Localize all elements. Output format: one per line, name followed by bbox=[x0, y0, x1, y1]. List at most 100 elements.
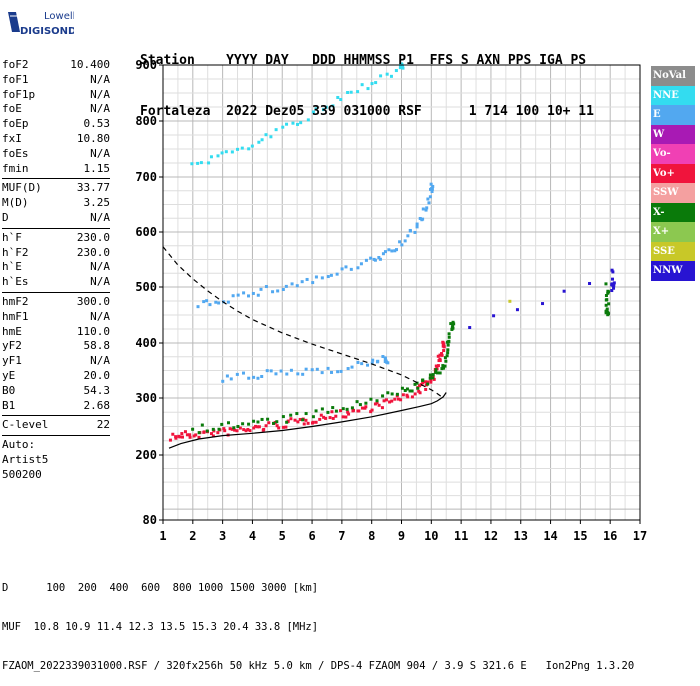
x-tick-label: 13 bbox=[514, 529, 528, 543]
data-point bbox=[378, 257, 382, 261]
data-point bbox=[388, 400, 392, 404]
data-point bbox=[431, 373, 435, 377]
param-name: yE bbox=[2, 368, 16, 382]
data-point bbox=[331, 406, 335, 410]
data-point bbox=[236, 147, 240, 151]
param-name: foEp bbox=[2, 117, 29, 131]
data-point bbox=[264, 424, 268, 428]
data-point bbox=[446, 351, 450, 355]
param-row: foF1 N/A bbox=[2, 73, 110, 88]
data-point bbox=[210, 432, 214, 436]
data-point bbox=[314, 420, 318, 424]
data-point bbox=[400, 243, 404, 247]
data-point bbox=[612, 281, 616, 285]
data-point bbox=[211, 427, 215, 431]
data-point bbox=[415, 222, 419, 226]
data-point bbox=[383, 356, 387, 360]
data-point bbox=[256, 293, 260, 297]
data-point bbox=[241, 422, 245, 426]
data-point bbox=[202, 300, 206, 304]
ionogram-chart: 1 2 3 4 5 6 7 8 9 10 11 12 13 14 15 16 17802003004005006… bbox=[135, 58, 647, 543]
header-line2: Fortaleza 2022 Dez05 339 031000 RSF 1 71… bbox=[140, 104, 594, 119]
data-point bbox=[231, 294, 235, 298]
axes: 1 2 3 4 5 6 7 8 9 10 11 12 13 14 15 16 17802003004005006… bbox=[135, 58, 647, 543]
data-point bbox=[230, 150, 234, 154]
data-point bbox=[440, 367, 444, 371]
data-point bbox=[443, 364, 447, 368]
param-value: N/A bbox=[90, 354, 110, 368]
legend-item-e: E bbox=[651, 105, 695, 125]
data-point bbox=[429, 379, 433, 383]
data-point bbox=[314, 409, 318, 413]
data-point bbox=[451, 324, 455, 328]
data-point bbox=[254, 424, 258, 428]
data-point bbox=[371, 358, 375, 362]
data-point bbox=[319, 413, 323, 417]
data-point bbox=[442, 345, 446, 349]
data-point bbox=[418, 391, 422, 395]
param-value: N/A bbox=[90, 309, 110, 323]
data-point bbox=[386, 391, 390, 395]
param-name: fmin bbox=[2, 161, 29, 175]
data-point bbox=[393, 397, 397, 401]
param-row: B1 2.68 bbox=[2, 399, 110, 414]
data-point bbox=[408, 389, 412, 393]
data-point bbox=[222, 427, 226, 431]
data-point bbox=[339, 98, 343, 102]
data-point bbox=[197, 435, 201, 439]
data-point bbox=[607, 290, 611, 294]
x-tick-label: 9 bbox=[398, 529, 405, 543]
data-point bbox=[318, 417, 322, 421]
data-point bbox=[436, 354, 440, 358]
data-point bbox=[440, 353, 444, 357]
data-point bbox=[196, 305, 200, 309]
data-point bbox=[377, 256, 381, 260]
data-point bbox=[431, 376, 435, 380]
polarization-legend: NoVal NNE E W Vo- Vo+ SSW X- X+ SSE NNW bbox=[651, 66, 695, 281]
data-point bbox=[413, 392, 417, 396]
data-point bbox=[248, 429, 252, 433]
data-point bbox=[266, 417, 270, 421]
data-point bbox=[285, 372, 289, 376]
data-point bbox=[256, 376, 260, 380]
data-point bbox=[232, 426, 236, 430]
data-point bbox=[190, 162, 194, 166]
data-point bbox=[358, 403, 362, 407]
data-point bbox=[441, 364, 445, 368]
param-value: 33.77 bbox=[76, 181, 110, 195]
data-point bbox=[296, 122, 300, 126]
data-point bbox=[376, 359, 380, 363]
data-point bbox=[324, 105, 328, 109]
param-row: yF2 58.8 bbox=[2, 339, 110, 354]
data-point bbox=[191, 427, 195, 431]
data-point bbox=[267, 421, 271, 425]
data-point bbox=[346, 367, 350, 371]
param-row: fxI 10.80 bbox=[2, 132, 110, 147]
data-point bbox=[390, 392, 394, 396]
data-point bbox=[252, 375, 256, 379]
param-row: h`F 230.0 bbox=[2, 231, 110, 246]
param-name: M(D) bbox=[2, 196, 29, 210]
data-point bbox=[257, 140, 261, 144]
data-point bbox=[380, 406, 384, 410]
data-point bbox=[336, 370, 340, 374]
data-point bbox=[302, 422, 306, 426]
data-point bbox=[405, 393, 409, 397]
data-point bbox=[265, 369, 269, 373]
data-point bbox=[610, 289, 614, 293]
data-point bbox=[257, 425, 261, 429]
data-point bbox=[291, 121, 295, 125]
dashed-profile-curve bbox=[162, 246, 444, 399]
data-point bbox=[331, 416, 335, 420]
x-tick-label: 12 bbox=[484, 529, 498, 543]
legend-item-x-: X- bbox=[651, 202, 695, 222]
grid bbox=[162, 64, 641, 520]
data-point bbox=[398, 240, 402, 244]
data-point bbox=[446, 343, 450, 347]
logo-line1: Lowell bbox=[44, 11, 74, 22]
param-name: h`F bbox=[2, 230, 22, 244]
param-value: 3.25 bbox=[83, 196, 111, 210]
data-point bbox=[274, 372, 278, 376]
data-point bbox=[438, 357, 442, 361]
param-name: B1 bbox=[2, 398, 16, 412]
